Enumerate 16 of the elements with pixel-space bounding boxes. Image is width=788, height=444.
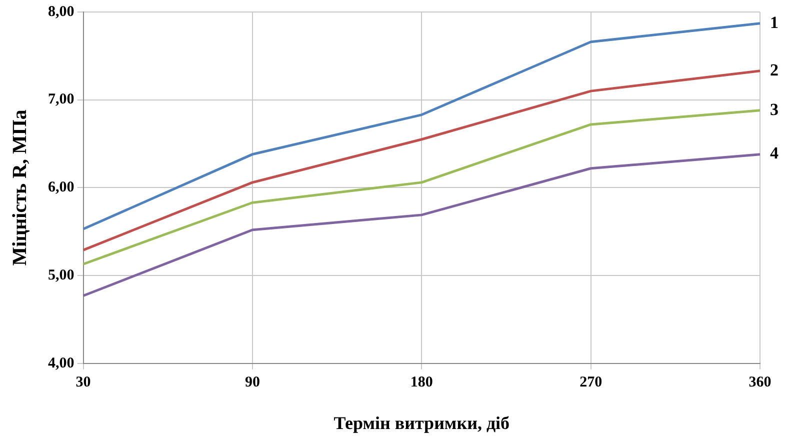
- series-label: 3: [770, 100, 778, 119]
- y-tick-label: 7,00: [48, 92, 74, 108]
- y-tick-label: 5,00: [48, 267, 74, 284]
- x-axis-title: Термін витримки, діб: [334, 412, 510, 433]
- x-tick-label: 90: [244, 374, 260, 390]
- x-tick-label: 180: [410, 374, 433, 390]
- x-tick-label: 270: [580, 374, 602, 390]
- series-label: 4: [770, 144, 779, 163]
- y-tick-label: 4,00: [48, 355, 74, 372]
- y-axis-title: Міцність R, МПа: [9, 110, 32, 266]
- y-tick-label: 6,00: [48, 180, 74, 196]
- y-tick-label: 8,00: [48, 4, 74, 20]
- series-label: 2: [770, 60, 778, 80]
- x-tick-label: 30: [76, 374, 91, 390]
- series-label: 1: [770, 12, 778, 32]
- x-tick-label: 360: [748, 374, 772, 390]
